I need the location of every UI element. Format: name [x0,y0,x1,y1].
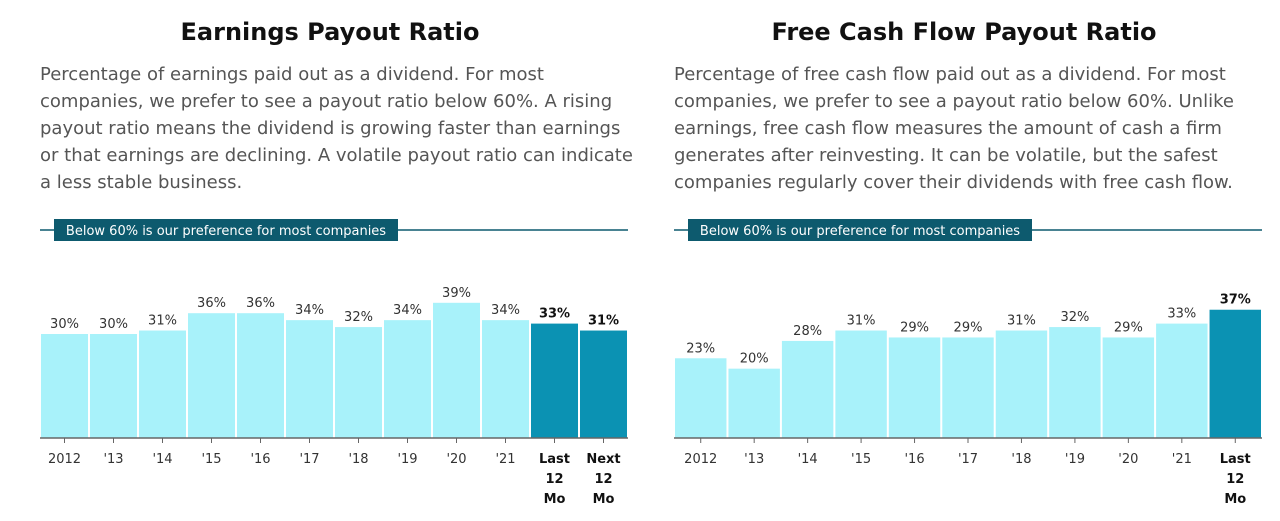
tick-label: '15 [201,452,221,467]
data-label: 34% [393,303,422,318]
bar [995,330,1048,438]
bar [433,302,480,438]
tick-label: '19 [1065,452,1085,467]
data-label: 30% [50,317,79,332]
data-label: 32% [344,310,373,325]
bar [1209,309,1261,438]
bar [482,320,529,438]
bar [942,337,994,438]
reference-label-box [688,219,1032,241]
tick-label: Mo [1224,492,1246,507]
tick-label: '20 [446,452,466,467]
data-label: 37% [1220,293,1251,308]
tick-label: 12 [594,472,612,487]
fcf-payout-title: Free Cash Flow Payout Ratio [771,18,1157,46]
earnings-payout-description: Percentage of earnings paid out as a div… [40,64,633,193]
bar [1156,323,1208,438]
bar [781,340,834,438]
tick-label: '21 [495,452,515,467]
tick-label: 12 [1226,472,1244,487]
bar [1049,327,1101,438]
tick-label: '20 [1118,452,1138,467]
data-label: 31% [588,314,619,329]
data-label: 36% [246,296,275,311]
reference-label: Below 60% is our preference for most com… [66,224,386,239]
tick-label: Mo [593,492,615,507]
reference-label-box [54,219,398,241]
data-label: 29% [900,320,929,335]
tick-label: Next [586,452,620,467]
data-label: 30% [99,317,128,332]
tick-label: Mo [544,492,566,507]
tick-label: '14 [798,452,818,467]
data-label: 28% [793,324,822,339]
bar [835,330,887,438]
tick-label: 2012 [684,452,717,467]
earnings-payout-panel: Earnings Payout Ratio Percentage of earn… [30,0,633,521]
earnings-payout-title: Earnings Payout Ratio [180,18,480,46]
tick-label: '13 [103,452,123,467]
earnings-payout-chart: Below 60% is our preference for most com… [40,219,628,507]
tick-label: 2012 [48,452,81,467]
tick-label: '15 [851,452,871,467]
tick-label: '16 [904,452,924,467]
data-label: 32% [1060,310,1089,325]
bar [237,313,284,438]
tick-label: '17 [958,452,978,467]
bar [888,337,941,438]
data-label: 29% [954,320,983,335]
tick-label: '14 [152,452,172,467]
bar [188,313,235,438]
data-label: 23% [686,341,715,356]
reference-label: Below 60% is our preference for most com… [700,224,1020,239]
data-label: 34% [491,303,520,318]
bar [335,327,382,438]
bar [1102,337,1155,438]
bar [675,358,727,438]
data-label: 31% [1007,314,1036,329]
tick-label: '18 [1011,452,1031,467]
bar [41,334,88,438]
tick-label: 12 [545,472,563,487]
fcf-payout-description: Percentage of free cash flow paid out as… [674,64,1234,193]
bar [286,320,333,438]
data-label: 33% [1167,307,1196,322]
tick-label: '17 [299,452,319,467]
fcf-payout-panel: Free Cash Flow Payout Ratio Percentage o… [664,0,1264,521]
data-label: 31% [847,314,876,329]
bar [728,368,780,438]
bar [139,330,186,438]
bar [384,320,431,438]
data-label: 29% [1114,320,1143,335]
tick-label: Last [1220,452,1251,467]
data-label: 20% [740,352,769,367]
fcf-payout-chart: Below 60% is our preference for most com… [674,219,1262,507]
data-label: 39% [442,286,471,301]
data-label: 34% [295,303,324,318]
tick-label: '19 [397,452,417,467]
tick-label: Last [539,452,570,467]
tick-label: '13 [744,452,764,467]
tick-label: '21 [1172,452,1192,467]
data-label: 33% [539,307,570,322]
tick-label: '16 [250,452,270,467]
bar [531,323,578,438]
bar [580,330,627,438]
data-label: 36% [197,296,226,311]
bar [90,334,137,438]
data-label: 31% [148,314,177,329]
tick-label: '18 [348,452,368,467]
